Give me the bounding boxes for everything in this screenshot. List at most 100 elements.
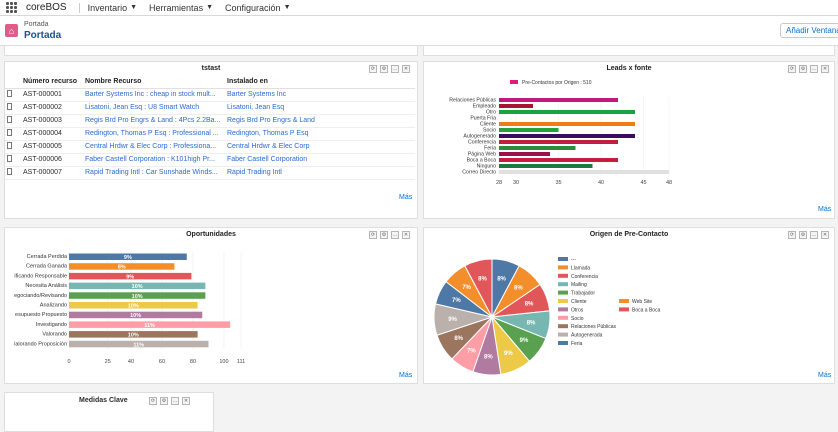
- app-name[interactable]: coreBOS: [26, 2, 67, 13]
- minimize-icon[interactable]: …: [810, 65, 818, 73]
- slice-data-label: 9%: [520, 338, 529, 344]
- close-icon[interactable]: ✕: [402, 231, 410, 239]
- bar-data-label: 10%: [128, 333, 139, 339]
- table-row[interactable]: AST-000004 Redington, Thomas P Esq : Prof…: [5, 127, 415, 141]
- slice-data-label: 8%: [454, 336, 463, 342]
- y-category-label: Ninguno: [477, 164, 496, 170]
- x-tick-label: 30: [513, 180, 519, 186]
- minimize-icon[interactable]: …: [171, 397, 179, 405]
- breadcrumb[interactable]: Portada: [24, 21, 49, 28]
- settings-icon[interactable]: ⚙: [799, 231, 807, 239]
- asset-number: AST-000007: [23, 166, 85, 180]
- origin-pie-chart: 8% 8% 8% 8% 9% 9% 8% 7% 8% 9% 7% 7% 8% --- Llamada Conf…: [433, 257, 661, 376]
- legend-label: Socio: [571, 316, 584, 322]
- more-link[interactable]: Más: [818, 372, 832, 379]
- asset-name-link[interactable]: Central Hrdwr & Elec Corp : Professiona.…: [85, 140, 227, 154]
- leads-panel: Leads x fonte ⟳ ⚙… ✕ Pre-Contactos por Ori…: [423, 61, 835, 219]
- y-category-label: Valorando: [42, 332, 67, 338]
- asset-number: AST-000006: [23, 153, 85, 167]
- asset-name-link[interactable]: Faber Castell Corporation : K101high Pr.…: [85, 153, 227, 167]
- menu-inventario[interactable]: Inventario ▼: [88, 3, 137, 13]
- document-icon: [7, 103, 12, 110]
- nav-divider: [78, 2, 80, 13]
- refresh-icon[interactable]: ⟳: [149, 397, 157, 405]
- settings-icon[interactable]: ⚙: [799, 65, 807, 73]
- legend-label: Otros: [571, 307, 584, 313]
- x-tick-label: 40: [598, 180, 604, 186]
- column-header[interactable]: Instalado en: [227, 76, 415, 89]
- page-header: ⌂ Portada Portada Añadir Ventana: [0, 16, 838, 46]
- installed-at-link[interactable]: Barter Systems Inc: [227, 88, 415, 102]
- installed-at-link[interactable]: Redington, Thomas P Esq: [227, 127, 415, 141]
- table-row[interactable]: AST-000003 Regis Brd Pro Engrs & Land : 4…: [5, 114, 415, 128]
- column-header[interactable]: Nombre Recurso: [85, 76, 227, 89]
- menu-herramientas[interactable]: Herramientas ▼: [149, 3, 213, 13]
- x-tick-label: 60: [159, 359, 165, 365]
- y-category-label: Página Web: [468, 152, 496, 158]
- column-header[interactable]: Número recurso: [23, 76, 85, 89]
- legend-swatch: [619, 299, 629, 303]
- bar: [69, 340, 209, 348]
- minimize-icon[interactable]: …: [391, 65, 399, 73]
- bar: [69, 331, 198, 338]
- installed-at-link[interactable]: Central Hrdwr & Elec Corp: [227, 140, 415, 154]
- table-row[interactable]: AST-000005 Central Hrdwr & Elec Corp : Pr…: [5, 140, 415, 154]
- legend-swatch: [510, 80, 518, 84]
- bar: [69, 302, 198, 309]
- menu-configuracion[interactable]: Configuración ▼: [225, 3, 290, 13]
- x-tick-label: 80: [190, 359, 196, 365]
- refresh-icon[interactable]: ⟳: [788, 231, 796, 239]
- slice-data-label: 9%: [504, 351, 513, 357]
- panel-title: tstast: [201, 65, 221, 72]
- refresh-icon[interactable]: ⟳: [788, 65, 796, 73]
- settings-icon[interactable]: ⚙: [160, 397, 168, 405]
- table-row[interactable]: AST-000006 Faber Castell Corporation : K1…: [5, 153, 415, 167]
- asset-name-link[interactable]: Lisatoni, Jean Esq : U8 Smart Watch: [85, 101, 227, 115]
- installed-at-link[interactable]: Rapid Trading Intl: [227, 166, 415, 180]
- bar: [499, 110, 635, 114]
- asset-name-link[interactable]: Rapid Trading Intl : Car Sunshade Winds.…: [85, 166, 227, 180]
- settings-icon[interactable]: ⚙: [380, 231, 388, 239]
- menu-label: Configuración: [225, 2, 281, 13]
- table-row[interactable]: AST-000007 Rapid Trading Intl : Car Sunsh…: [5, 166, 415, 180]
- add-window-button[interactable]: Añadir Ventana: [780, 23, 838, 38]
- asset-name-link[interactable]: Redington, Thomas P Esq : Professional .…: [85, 127, 227, 141]
- asset-name-link[interactable]: Regis Brd Pro Engrs & Land : 4Pcs 2.2Ba.…: [85, 114, 227, 128]
- close-icon[interactable]: ✕: [402, 65, 410, 73]
- chevron-down-icon: ▼: [130, 4, 138, 11]
- refresh-icon[interactable]: ⟳: [369, 65, 377, 73]
- installed-at-link[interactable]: Lisatoni, Jean Esq: [227, 101, 415, 115]
- installed-at-link[interactable]: Faber Castell Corporation: [227, 153, 415, 167]
- leads-bar-chart: Pre-Contactos por Origen : 510 28 30 35 40 45…: [449, 80, 672, 186]
- refresh-icon[interactable]: ⟳: [369, 231, 377, 239]
- asset-name-link[interactable]: Barter Systems Inc : cheap in stock mult…: [85, 88, 227, 102]
- y-category-label: Necesita Análisis: [25, 283, 67, 289]
- bar: [69, 282, 206, 290]
- y-category-label: Puerta Fria: [470, 116, 496, 122]
- bar: [69, 311, 203, 319]
- panel-title: Origen de Pre-Contacto: [589, 231, 669, 238]
- minimize-icon[interactable]: …: [810, 231, 818, 239]
- table-row[interactable]: AST-000002 Lisatoni, Jean Esq : U8 Smart …: [5, 101, 415, 115]
- app-launcher-icon[interactable]: [6, 2, 18, 14]
- settings-icon[interactable]: ⚙: [380, 65, 388, 73]
- table-row[interactable]: AST-000001 Barter Systems Inc : cheap in …: [5, 88, 415, 102]
- more-link[interactable]: Más: [399, 194, 413, 201]
- bar: [499, 122, 635, 126]
- installed-at-link[interactable]: Regis Brd Pro Engrs & Land: [227, 114, 415, 128]
- y-category-label: Analizando: [40, 303, 67, 309]
- more-link[interactable]: Más: [818, 206, 832, 213]
- minimize-icon[interactable]: …: [391, 231, 399, 239]
- close-icon[interactable]: ✕: [182, 397, 190, 405]
- document-icon: [7, 129, 12, 136]
- close-icon[interactable]: ✕: [821, 231, 829, 239]
- more-link[interactable]: Más: [399, 372, 413, 379]
- legend-label: Pre-Contactos por Origen : 510: [522, 80, 592, 86]
- document-icon: [7, 168, 12, 175]
- legend-swatch: [558, 273, 568, 278]
- x-tick-label: 100: [219, 359, 228, 365]
- bar: [499, 170, 669, 174]
- bar: [499, 128, 559, 132]
- slice-data-label: 8%: [478, 277, 487, 283]
- close-icon[interactable]: ✕: [821, 65, 829, 73]
